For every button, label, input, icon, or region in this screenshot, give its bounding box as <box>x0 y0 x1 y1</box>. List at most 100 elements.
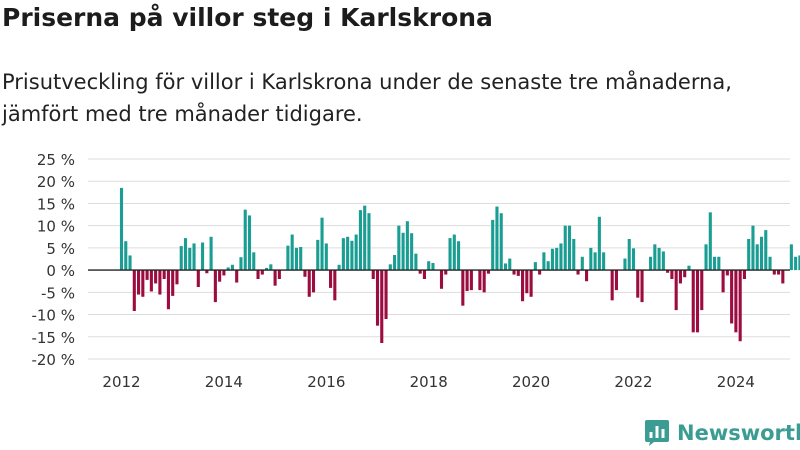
bar <box>623 258 627 271</box>
brand-name: Newsworthy <box>677 421 800 445</box>
bar <box>431 263 435 271</box>
bar <box>653 244 657 271</box>
chart-subtitle: Prisutveckling för villor i Karlskrona u… <box>2 70 732 126</box>
bar <box>555 247 559 271</box>
y-tick-label: 0 % <box>46 262 75 280</box>
bar <box>491 219 495 271</box>
bar <box>269 264 273 271</box>
bar <box>602 252 606 271</box>
bar <box>273 270 277 286</box>
bar <box>179 246 183 271</box>
bar <box>725 270 729 276</box>
bar <box>542 252 546 271</box>
bar <box>337 264 341 271</box>
bar <box>401 232 405 271</box>
bar <box>162 270 166 279</box>
bar <box>247 215 252 271</box>
bar <box>759 236 764 271</box>
bar <box>734 270 738 333</box>
y-tick-label: -5 % <box>41 284 75 302</box>
bar <box>367 213 371 271</box>
bar <box>559 243 563 271</box>
bar <box>299 247 303 271</box>
bar <box>529 270 533 297</box>
bar <box>252 252 256 271</box>
bar <box>452 234 456 271</box>
y-tick-label: 5 % <box>46 240 75 258</box>
bar <box>294 247 298 271</box>
bar <box>307 270 311 297</box>
y-tick-label: 15 % <box>37 195 75 213</box>
x-tick-label: 2014 <box>205 373 243 391</box>
bar <box>691 270 695 333</box>
bar <box>175 270 179 285</box>
bar <box>145 270 149 280</box>
bar <box>235 270 239 283</box>
bar <box>188 247 192 271</box>
bar <box>704 244 708 271</box>
bar <box>499 213 503 271</box>
bar <box>303 270 307 277</box>
x-tick-label: 2016 <box>307 373 345 391</box>
bar <box>593 252 597 271</box>
bar <box>397 225 401 271</box>
bar <box>213 270 217 303</box>
bar <box>631 248 636 271</box>
bar <box>794 256 798 271</box>
bar <box>243 209 247 271</box>
bar <box>448 238 452 271</box>
bar <box>354 234 358 271</box>
newsworthy-logo-icon <box>645 420 669 446</box>
bar <box>742 270 746 279</box>
y-tick-label: 20 % <box>37 173 75 191</box>
bar <box>495 206 499 271</box>
bar <box>516 270 520 276</box>
x-tick-label: 2024 <box>717 373 755 391</box>
bar <box>286 245 290 271</box>
bar <box>666 270 670 273</box>
bar <box>521 270 525 302</box>
bar <box>730 270 734 324</box>
bar <box>465 270 469 291</box>
bar <box>410 233 414 271</box>
bar <box>201 242 205 271</box>
bar <box>627 239 631 271</box>
bar <box>384 270 388 319</box>
bar <box>755 244 759 271</box>
bar <box>482 270 486 293</box>
bar <box>649 256 653 271</box>
bar <box>683 270 687 278</box>
bar <box>290 234 294 271</box>
bar <box>713 256 717 271</box>
bar <box>508 258 512 271</box>
bar <box>363 205 367 271</box>
bar <box>610 270 614 301</box>
bar <box>687 265 691 271</box>
bar <box>183 238 188 271</box>
bar <box>661 251 665 271</box>
bar <box>772 270 776 275</box>
bar <box>333 270 337 301</box>
bar <box>657 247 661 271</box>
bar <box>209 236 213 271</box>
bar <box>717 256 721 271</box>
bar <box>350 240 354 271</box>
bar <box>695 270 700 333</box>
bar <box>738 270 742 342</box>
bar <box>265 267 269 271</box>
bar <box>764 230 768 271</box>
bar <box>572 239 576 271</box>
bar <box>589 247 593 271</box>
bar <box>405 221 409 271</box>
x-tick-label: 2022 <box>614 373 652 391</box>
bar <box>256 270 260 279</box>
bar <box>226 267 230 271</box>
bar <box>205 270 209 274</box>
bar <box>388 264 392 271</box>
bar <box>576 270 580 275</box>
brand-logo[interactable]: Newsworthy <box>645 418 800 448</box>
bar <box>260 270 264 275</box>
bar <box>414 253 418 271</box>
bar <box>469 270 473 291</box>
y-tick-label: -10 % <box>31 307 75 325</box>
